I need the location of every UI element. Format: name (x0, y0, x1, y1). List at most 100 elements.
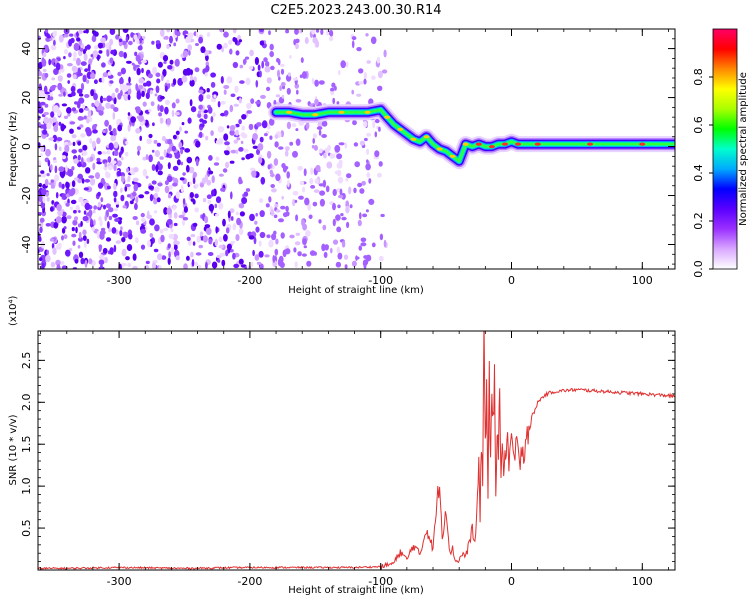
heatmap-noise-cell (206, 88, 210, 93)
heatmap-noise-cell (365, 163, 371, 171)
heatmap-noise-cell (186, 156, 193, 164)
heatmap-noise-cell (360, 237, 367, 243)
heatmap-noise-cell (148, 108, 152, 113)
heatmap-noise-cell (71, 180, 76, 188)
heatmap-noise-cell (273, 230, 277, 236)
heatmap-noise-cell (235, 234, 240, 241)
heatmap-noise-cell (48, 182, 55, 186)
heatmap-noise-cell (178, 141, 183, 149)
heatmap-noise-cell (318, 80, 325, 85)
heatmap-noise-cell (210, 72, 217, 78)
heatmap-noise-cell (174, 111, 180, 116)
heatmap-noise-cell (73, 42, 80, 51)
heatmap-noise-cell (152, 122, 155, 127)
heatmap-noise-cell (332, 218, 336, 227)
heatmap-noise-cell (162, 55, 169, 62)
heatmap-noise-cell (106, 185, 111, 190)
heatmap-noise-cell (206, 194, 212, 199)
heatmap-noise-cell (121, 156, 124, 161)
heatmap-noise-cell (251, 169, 257, 178)
heatmap-noise-cell (88, 175, 95, 179)
heatmap-noise-cell (95, 172, 100, 180)
heatmap-noise-cell (104, 256, 108, 264)
heatmap-noise-cell (42, 68, 47, 73)
heatmap-noise-cell (292, 199, 296, 207)
heatmap-noise-cell (153, 248, 159, 253)
heatmap-noise-cell (117, 124, 123, 132)
heatmap-noise-cell (70, 199, 77, 205)
heatmap-noise-cell (63, 226, 67, 230)
heatmap-noise-cell (243, 191, 249, 197)
heatmap-noise-cell (91, 35, 97, 43)
heatmap-noise-cell (180, 161, 184, 166)
heatmap-noise-cell (259, 210, 265, 218)
heatmap-noise-cell (52, 117, 57, 123)
heatmap-noise-cell (186, 255, 190, 261)
heatmap-noise-cell (63, 115, 69, 120)
heatmap-noise-cell (274, 141, 279, 148)
heatmap-noise-cell (198, 131, 203, 138)
heatmap-noise-cell (61, 183, 65, 189)
heatmap-noise-cell (84, 259, 88, 268)
heatmap-noise-cell (294, 261, 298, 268)
heatmap-y-ticks: -40 -20 0 20 40 (20, 28, 675, 265)
heatmap-noise-cell (332, 202, 336, 211)
heatmap-noise-cell (165, 99, 170, 105)
heatmap-noise-cell (51, 243, 55, 249)
heatmap-noise-cell (321, 134, 327, 138)
heatmap-noise-cell (293, 39, 297, 46)
heatmap-ridge-peak (462, 142, 469, 146)
heatmap-noise-cell (298, 195, 304, 200)
heatmap-noise-cell (225, 227, 230, 234)
heatmap-noise-cell (102, 97, 108, 101)
heatmap-noise-cell (259, 29, 264, 33)
heatmap-noise-cell (313, 145, 318, 151)
heatmap-noise-cell (111, 160, 117, 164)
heatmap-noise-cell (104, 119, 109, 127)
heatmap-noise-cell (108, 227, 112, 233)
heatmap-noise-cell (182, 216, 189, 221)
heatmap-ridge-peak (397, 127, 404, 131)
heatmap-noise-cell (259, 70, 262, 78)
heatmap-noise-cell (239, 80, 245, 84)
heatmap-noise-cell (318, 148, 323, 154)
heatmap-noise-cell (170, 228, 174, 233)
heatmap-noise-cell (109, 247, 114, 255)
heatmap-noise-cell (254, 220, 258, 225)
heatmap-noise-cell (46, 197, 50, 202)
heatmap-noise-cell (295, 214, 299, 222)
heatmap-noise-cell (126, 167, 129, 173)
heatmap-noise-cell (115, 87, 119, 93)
heatmap-noise-cell (109, 29, 116, 35)
heatmap-noise-cell (51, 77, 56, 81)
heatmap-x-tick-label: 0 (508, 274, 515, 287)
heatmap-noise-cell (81, 104, 86, 109)
heatmap-noise-cell (53, 124, 59, 132)
heatmap-ridge-peak (436, 147, 443, 151)
heatmap-noise-cell (230, 240, 236, 244)
heatmap-noise-cell (46, 249, 49, 255)
heatmap-noise-cell (273, 158, 279, 166)
heatmap-noise-cell (164, 85, 168, 92)
heatmap-noise-cell (233, 263, 240, 269)
heatmap-noise-cell (135, 54, 141, 62)
heatmap-noise-cell (194, 207, 199, 213)
heatmap-noise-cell (232, 29, 237, 34)
heatmap-noise-cell (94, 100, 100, 107)
heatmap-noise-cell (314, 79, 319, 87)
heatmap-noise-cell (69, 33, 74, 37)
heatmap-noise-cell (125, 36, 129, 43)
heatmap-noise-cell (104, 214, 107, 222)
heatmap-noise-cell (188, 50, 191, 56)
heatmap-noise-cell (38, 83, 42, 90)
heatmap-noise-cell (286, 87, 291, 95)
heatmap-noise-cell (160, 95, 165, 100)
heatmap-noise-cell (292, 190, 299, 196)
heatmap-ridge-peak (488, 145, 495, 149)
heatmap-noise-cell (61, 193, 68, 200)
heatmap-noise-cell (145, 92, 150, 100)
heatmap-noise-cell (38, 61, 43, 69)
heatmap-noise-cell (219, 29, 224, 33)
heatmap-ridge-peak (312, 113, 319, 117)
heatmap-noise-cell (256, 122, 262, 127)
